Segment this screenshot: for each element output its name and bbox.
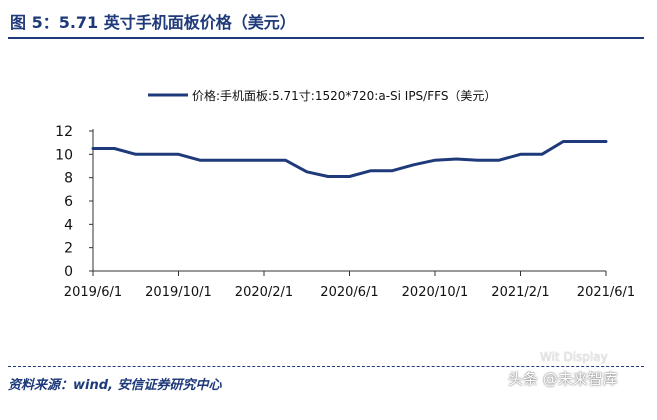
y-tick-label: 0 — [64, 264, 73, 280]
figure-title: 图 5：5.71 英寸手机面板价格（美元） — [10, 13, 296, 32]
x-tick-label: 2020/6/1 — [320, 285, 378, 300]
x-tick-label: 2019/10/1 — [145, 285, 212, 300]
y-tick-label: 8 — [64, 171, 73, 187]
y-tick-label: 12 — [55, 124, 73, 140]
y-tick-label: 2 — [64, 241, 73, 257]
watermark-brand: Wit Display — [540, 350, 608, 364]
series-line — [91, 140, 608, 178]
title-divider — [8, 37, 644, 39]
legend-label: 价格:手机面板:5.71寸:1520*720:a-Si IPS/FFS（美元） — [192, 88, 496, 103]
source-note: 资料来源：wind, 安信证券研究中心 — [8, 378, 222, 393]
y-tick-label: 10 — [55, 147, 73, 163]
x-tick-label: 2020/10/1 — [402, 285, 469, 300]
x-tick-label: 2020/2/1 — [235, 285, 293, 300]
footer-divider — [8, 366, 644, 367]
x-tick-label: 2021/6/1 — [577, 285, 635, 300]
x-tick-label: 2021/2/1 — [491, 285, 549, 300]
y-tick-label: 6 — [64, 194, 73, 210]
y-tick-label: 4 — [64, 217, 73, 233]
x-tick-label: 2019/6/1 — [64, 285, 122, 300]
watermark-text: 头条 @未来智库 — [508, 370, 618, 388]
